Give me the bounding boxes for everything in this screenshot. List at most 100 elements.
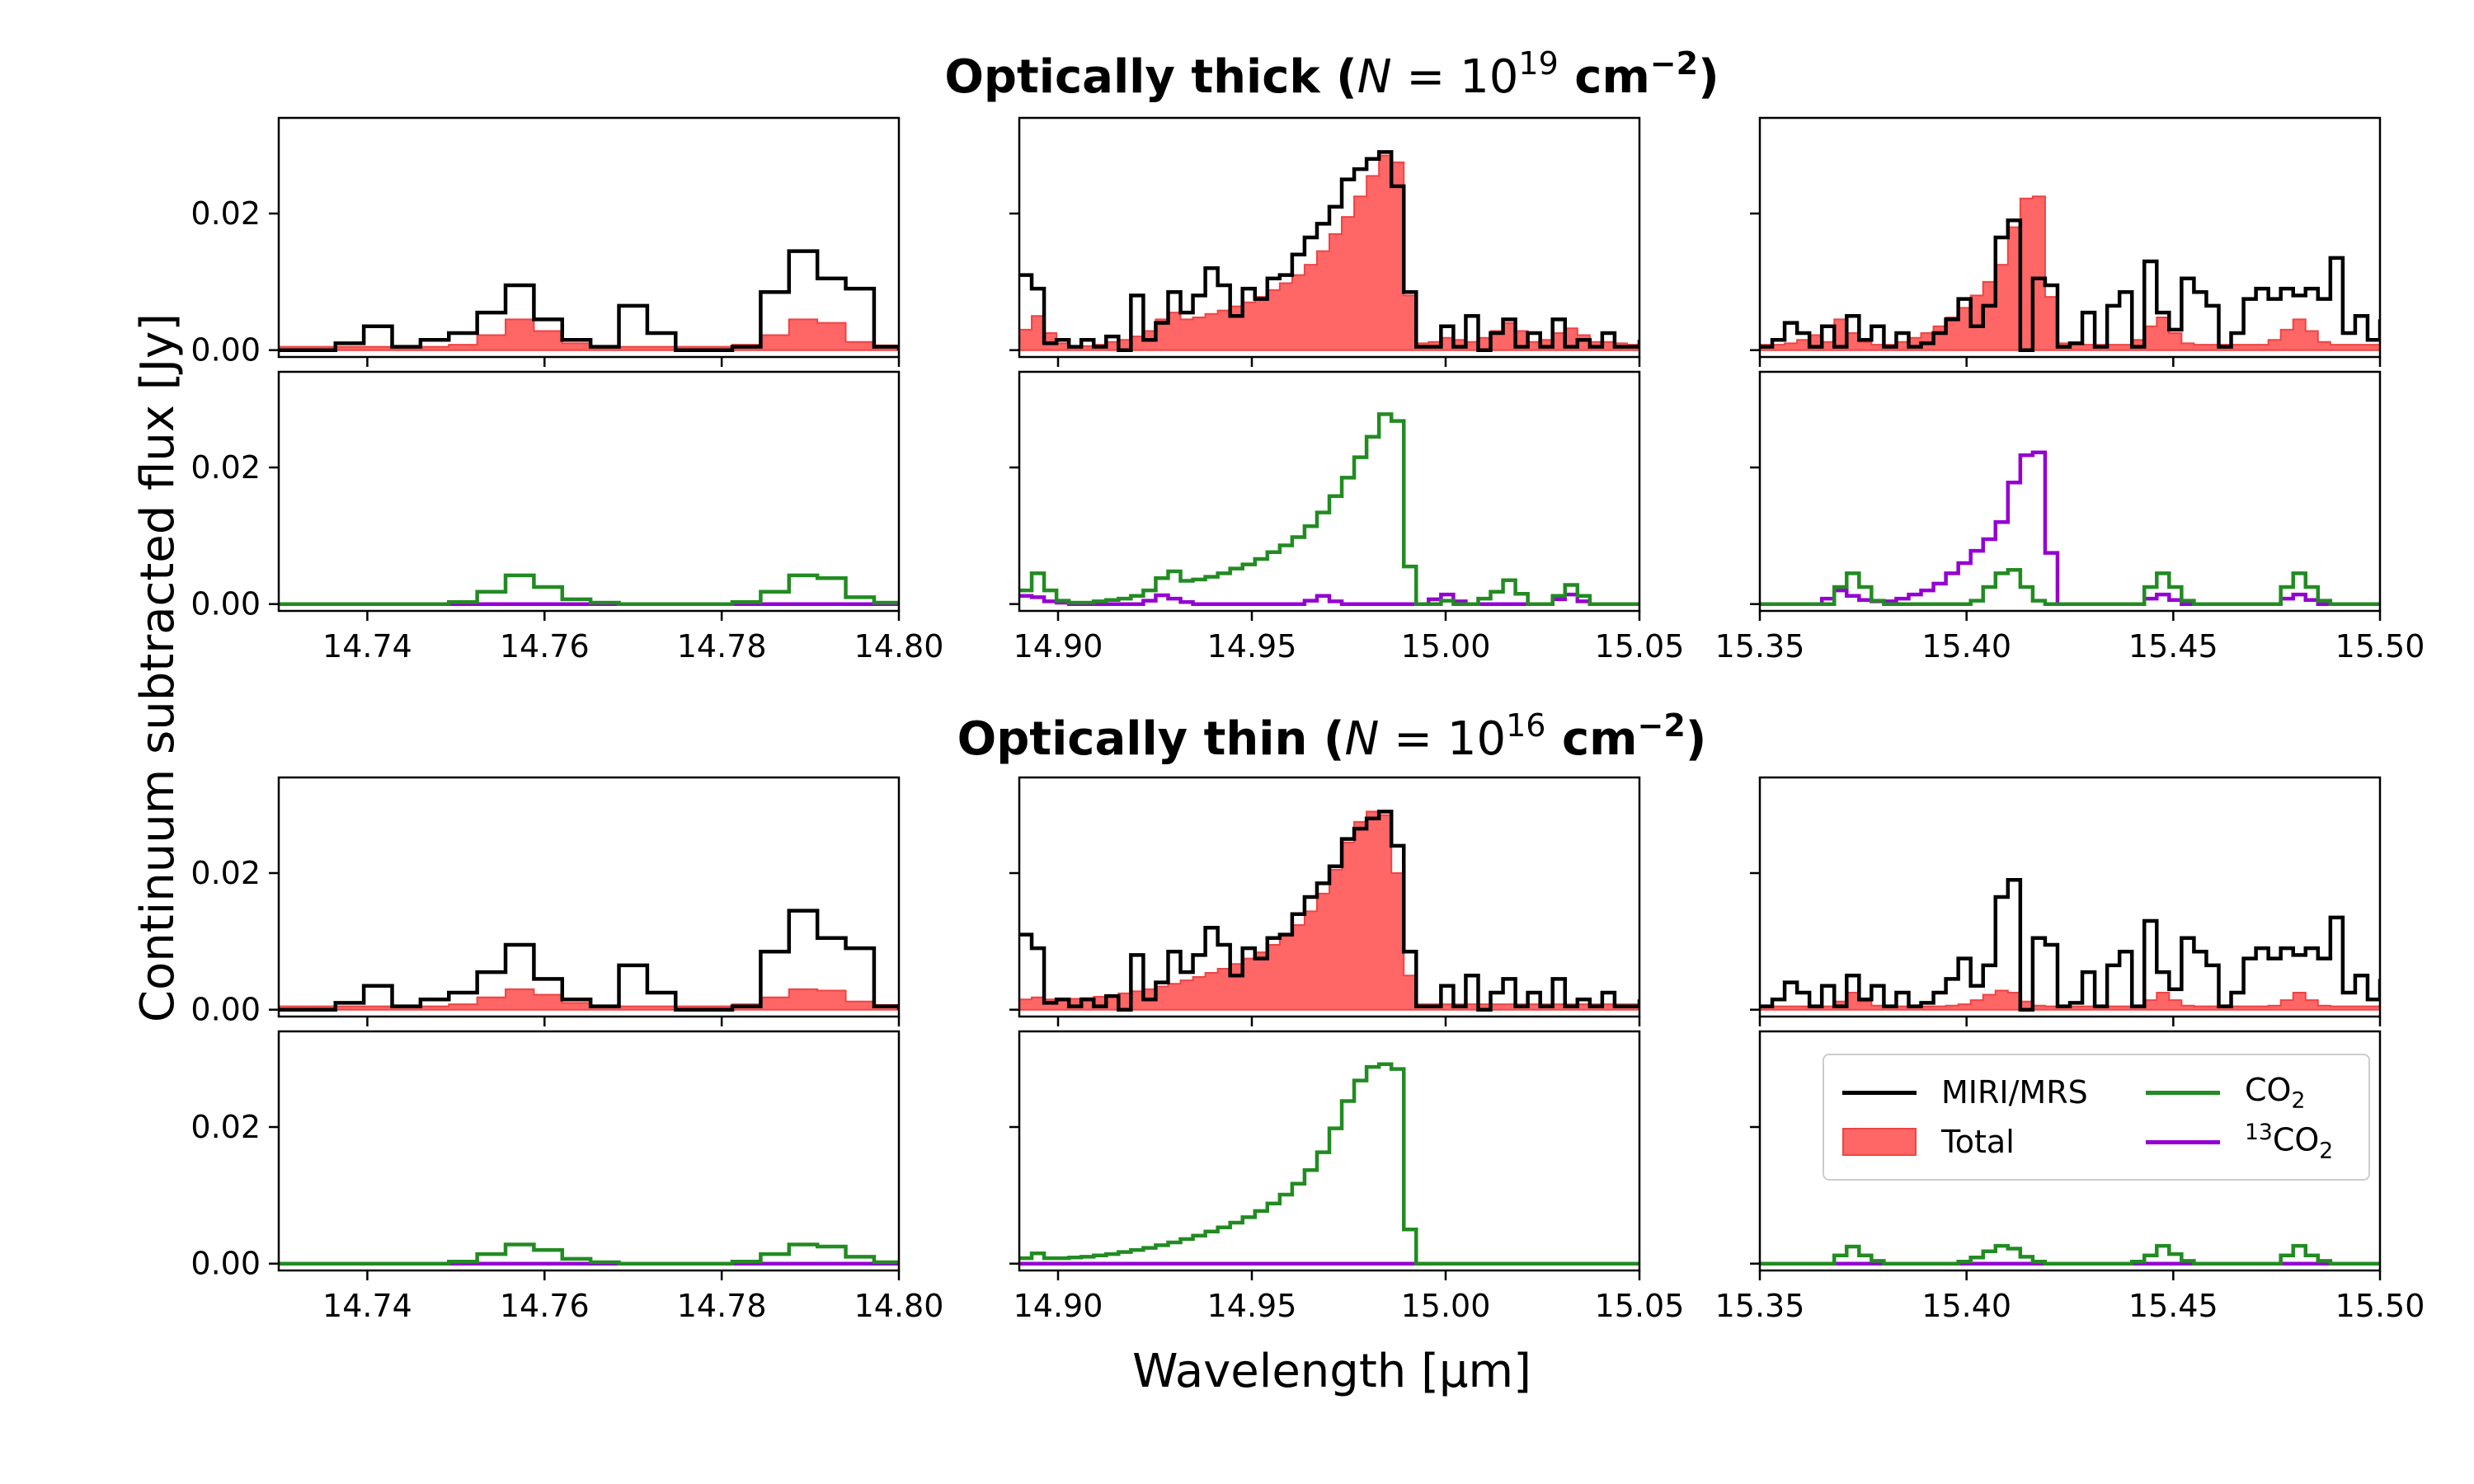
panel-thin-bottom-1-frame: [1018, 1030, 1641, 1272]
panel-thin-bottom-0-xtick-label-3: 14.80: [854, 1288, 944, 1324]
section-title-thick: Optically thick (N = 1019 cm−2): [944, 45, 1719, 104]
panel-thick-bottom-0-ytick-label-0: 0.00: [190, 586, 261, 622]
panel-thin-top-0-frame: [277, 776, 901, 1018]
panel-thin-bottom-1-xtick-label-3: 15.05: [1595, 1288, 1685, 1324]
legend-label-13co2: 13CO2: [2245, 1120, 2334, 1164]
panel-thin-top-1-series-total: [1019, 810, 1639, 1011]
legend-entry-co2: CO2: [2146, 1072, 2305, 1113]
panel-thick-top-2-frame: [1758, 116, 2382, 359]
panel-thick-top-0-series-mirimrs: [279, 249, 899, 352]
panel-thick-bottom-2-xtick-label-0: 15.35: [1715, 628, 1805, 665]
legend: MIRI/MRS Total CO2 13CO2: [1823, 1054, 2370, 1181]
legend-entry-total: Total: [1842, 1121, 2015, 1162]
panel-thin-bottom-1-xtick-label-1: 14.95: [1207, 1288, 1297, 1324]
panel-thick-bottom-2-xtick-label-2: 15.45: [2128, 628, 2218, 665]
panel-thin-bottom-2-xtick-label-3: 15.50: [2335, 1288, 2425, 1324]
panel-thin-bottom-1-series-co2: [1019, 1062, 1639, 1266]
panel-thin-top-2-frame: [1758, 776, 2382, 1018]
panel-thin-bottom-0: 0.00 0.02 14.74 14.76 14.78 14.80: [190, 1030, 944, 1324]
panel-thick-bottom-0-xtick-label-0: 14.74: [322, 628, 412, 665]
legend-swatch-co2: [2146, 1090, 2220, 1095]
panel-thin-bottom-2: 15.35 15.40 15.45 15.50: [1715, 1030, 2425, 1324]
legend-entry-13co2: 13CO2: [2146, 1120, 2334, 1164]
legend-swatch-total: [1842, 1128, 1917, 1156]
panel-thin-bottom-2-xtick-label-2: 15.45: [2128, 1288, 2218, 1324]
panel-thick-bottom-2-series-13co2: [1760, 450, 2380, 606]
panel-thin-top-1-series-mirimrs: [1019, 810, 1639, 1012]
panel-thick-top-1-series-total: [1019, 154, 1639, 351]
panel-thin-top-1-plot-area: [1019, 810, 1639, 1012]
legend-label-miri: MIRI/MRS: [1941, 1074, 2088, 1111]
panel-thin-top-1-frame: [1018, 776, 1641, 1018]
panel-thin-top-0-plot-area: [279, 909, 899, 1012]
panel-thick-bottom-2-xtick-label-3: 15.50: [2335, 628, 2425, 665]
panel-thin-bottom-1-plot-area: [1019, 1062, 1639, 1266]
legend-swatch-13co2: [2146, 1139, 2220, 1144]
panel-thick-top-0-frame: [277, 116, 901, 359]
y-axis-label: Continuum subtracted flux [Jy]: [131, 313, 185, 1022]
panel-thick-top-0: 0.00 0.02: [190, 116, 901, 369]
panel-thin-bottom-0-xtick-label-2: 14.78: [677, 1288, 767, 1324]
panel-thick-bottom-1-xtick-label-3: 15.05: [1595, 628, 1685, 665]
panel-thick-top-0-ytick-label-0: 0.00: [190, 332, 261, 369]
panel-thick-top-1: [1009, 116, 1641, 367]
legend-label-co2: CO2: [2245, 1071, 2306, 1114]
panel-thin-bottom-1: 14.90 14.95 15.00 15.05: [1009, 1030, 1685, 1324]
panel-thin-bottom-0-ytick-label-0: 0.00: [190, 1246, 261, 1282]
panel-thin-top-2-series-mirimrs: [1760, 878, 2380, 1012]
panel-thick-bottom-0: 0.00 0.02 14.74 14.76 14.78 14.80: [190, 370, 944, 665]
panel-thick-bottom-0-plot-area: [279, 573, 899, 606]
panel-thick-bottom-0-xtick-label-1: 14.76: [500, 628, 590, 665]
panel-thick-bottom-0-xtick-label-2: 14.78: [677, 628, 767, 665]
panel-thin-bottom-2-xtick-label-1: 15.40: [1921, 1288, 2011, 1324]
panel-thin-bottom-2-plot-area: [1760, 1243, 2380, 1266]
section-title-thin: Optically thin (N = 1016 cm−2): [957, 707, 1707, 766]
panel-thin-bottom-1-xtick-label-0: 14.90: [1014, 1288, 1103, 1324]
panel-thin-bottom-2-xtick-label-0: 15.35: [1715, 1288, 1805, 1324]
panel-thick-bottom-2-xtick-label-1: 15.40: [1921, 628, 2011, 665]
panel-thick-bottom-2-plot-area: [1760, 450, 2380, 606]
panel-thin-top-2: [1750, 776, 2382, 1026]
panel-thick-bottom-1-xtick-label-2: 15.00: [1401, 628, 1491, 665]
panel-thick-bottom-0-series-co2: [279, 573, 899, 606]
panel-thin-bottom-0-series-co2: [279, 1242, 899, 1266]
panel-thick-top-2-series-total: [1760, 195, 2380, 351]
panel-thick-bottom-1-plot-area: [1019, 412, 1639, 606]
legend-entry-miri: MIRI/MRS: [1842, 1072, 2088, 1113]
panel-thick-top-2-plot-area: [1760, 195, 2380, 352]
panel-thick-bottom-1-xtick-label-1: 14.95: [1207, 628, 1297, 665]
panel-thin-bottom-0-plot-area: [279, 1242, 899, 1266]
panel-thin-top-0-ytick-label-0: 0.00: [190, 992, 261, 1028]
x-axis-label: Wavelength [μm]: [1132, 1345, 1531, 1398]
panel-thin-top-1: [1009, 776, 1641, 1026]
panel-thin-top-2-plot-area: [1760, 878, 2380, 1012]
panel-thick-bottom-1: 14.90 14.95 15.00 15.05: [1009, 370, 1685, 665]
panel-thick-bottom-2-series-co2: [1760, 568, 2380, 606]
panel-thick-top-2: [1750, 116, 2382, 367]
panel-thin-bottom-2-frame: [1758, 1030, 2382, 1272]
panel-thick-bottom-2-frame: [1758, 370, 2382, 613]
panel-thin-top-0-series-mirimrs: [279, 909, 899, 1012]
panel-thin-bottom-0-ytick-label-1: 0.02: [190, 1109, 261, 1145]
panel-thick-bottom-1-frame: [1018, 370, 1641, 613]
panel-thin-bottom-2-series-co2: [1760, 1243, 2380, 1266]
legend-swatch-miri: [1842, 1090, 1917, 1095]
panel-thick-bottom-1-series-co2: [1019, 412, 1639, 606]
panel-thick-top-0-ytick-label-1: 0.02: [190, 195, 261, 232]
panel-thick-top-0-plot-area: [279, 249, 899, 352]
panel-thick-top-1-series-mirimrs: [1019, 150, 1639, 352]
panel-thin-bottom-0-xtick-label-0: 14.74: [322, 1288, 412, 1324]
panel-thick-bottom-2: 15.35 15.40 15.45 15.50: [1715, 370, 2425, 665]
panel-thick-top-1-frame: [1018, 116, 1641, 359]
panel-thin-bottom-0-frame: [277, 1030, 901, 1272]
panel-thick-top-2-series-mirimrs: [1760, 218, 2380, 352]
panel-thick-bottom-1-xtick-label-0: 14.90: [1014, 628, 1103, 665]
panel-thick-top-1-plot-area: [1019, 150, 1639, 352]
panel-thin-top-0: 0.00 0.02: [190, 776, 901, 1028]
panel-thick-bottom-0-ytick-label-1: 0.02: [190, 449, 261, 486]
panels: 0.00 0.02 0.00 0.02 14.74 14.76 14.78 14.80 14.9…: [190, 116, 2425, 1324]
panel-thin-bottom-0-xtick-label-1: 14.76: [500, 1288, 590, 1324]
panel-thick-bottom-0-xtick-label-3: 14.80: [854, 628, 944, 665]
panel-thin-bottom-1-xtick-label-2: 15.00: [1401, 1288, 1491, 1324]
